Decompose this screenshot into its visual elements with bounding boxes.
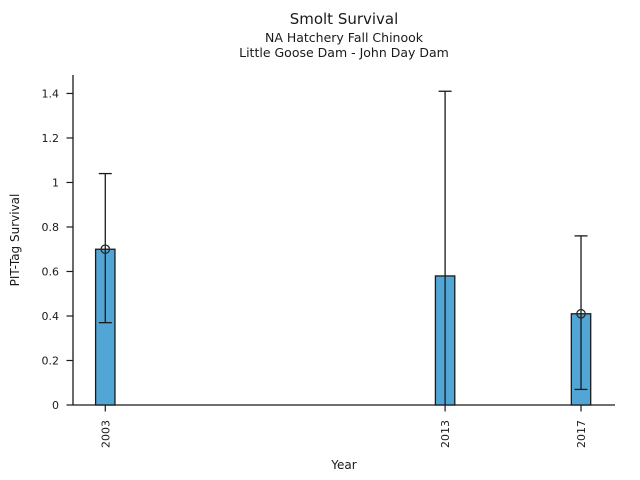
- chart-subtitle-reach: Little Goose Dam - John Day Dam: [239, 45, 449, 60]
- point-estimate-marker-2017: [576, 308, 586, 319]
- chart-title: Smolt Survival: [289, 10, 399, 28]
- y-tick-label-0.2: 0.2: [42, 354, 60, 367]
- x-tick-label-2003: 2003: [99, 420, 112, 448]
- y-tick-label-0: 0: [52, 399, 59, 412]
- y-tick-label-0.4: 0.4: [42, 310, 60, 323]
- y-tick-label-1: 1: [52, 176, 59, 189]
- y-tick-label-0.8: 0.8: [42, 221, 60, 234]
- y-tick-label-1.2: 1.2: [42, 132, 60, 145]
- chart-subtitle-stock: NA Hatchery Fall Chinook: [264, 30, 424, 45]
- point-estimate-marker-2003: [100, 244, 111, 255]
- x-tick-label-2017: 2017: [575, 420, 588, 448]
- y-axis-title: PIT-Tag Survival: [8, 193, 22, 287]
- x-axis-title: Year: [331, 458, 357, 472]
- x-tick-label-2013: 2013: [439, 420, 452, 448]
- y-tick-label-1.4: 1.4: [42, 87, 60, 100]
- y-tick-label-0.6: 0.6: [42, 265, 60, 278]
